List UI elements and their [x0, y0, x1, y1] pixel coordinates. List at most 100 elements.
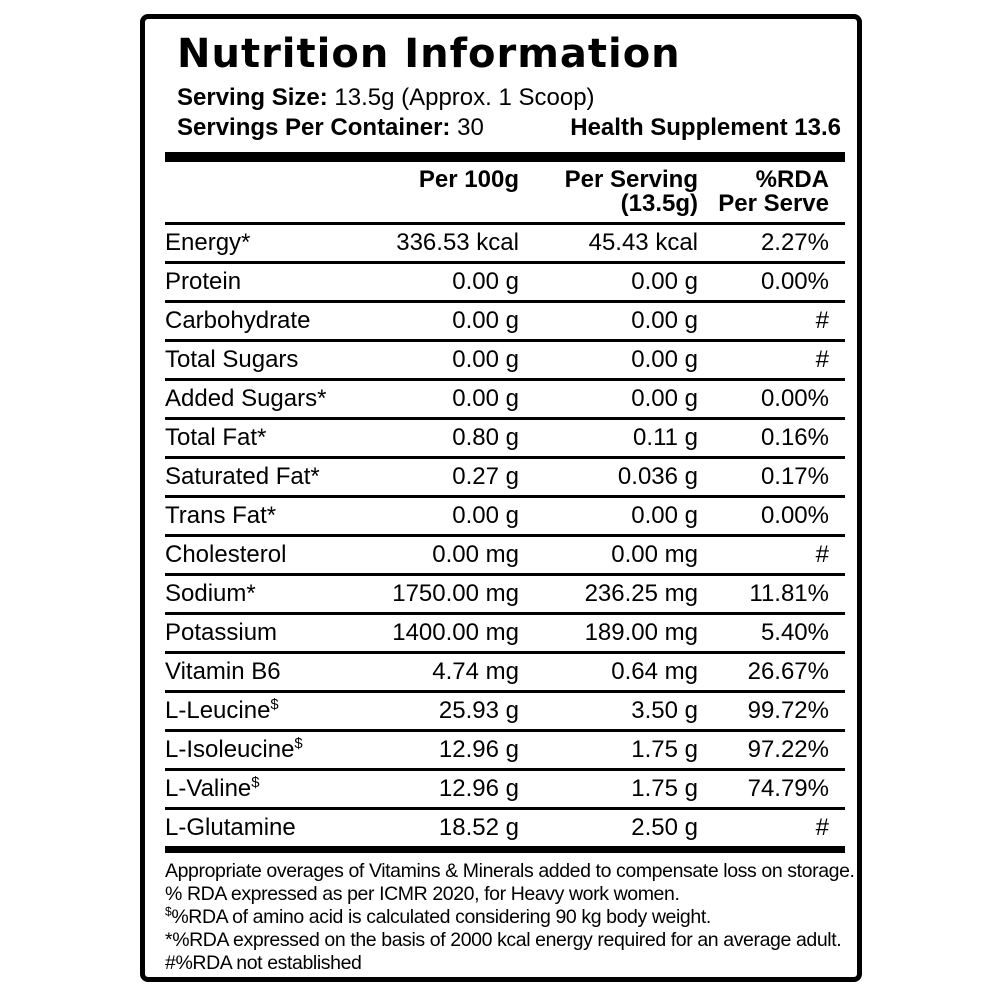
nutrient-name: L-Leucine$: [165, 697, 279, 724]
nutrient-name: Added Sugars*: [165, 385, 327, 412]
rda-per-serve-value: #: [815, 346, 829, 373]
per-serving-value: 0.00 g: [631, 502, 698, 529]
serving-size-line: Serving Size: 13.5g (Approx. 1 Scoop): [177, 83, 845, 113]
nutrient-name: Trans Fat*: [165, 502, 277, 529]
serving-size-label: Serving Size:: [177, 84, 328, 111]
rda-per-serve-value: #: [815, 814, 829, 841]
per-100g-value: 0.27 g: [452, 463, 519, 490]
nutrient-name: Saturated Fat*: [165, 463, 320, 490]
nutrient-name: Sodium*: [165, 580, 256, 607]
per-100g-value: 0.80 g: [452, 424, 519, 451]
footnotes: Appropriate overages of Vitamins & Miner…: [165, 860, 855, 975]
header-per-100g: Per 100g: [418, 166, 519, 193]
rda-per-serve-value: 0.00%: [760, 502, 829, 529]
table-row: Total Sugars 0.00 g 0.00 g #: [165, 342, 845, 381]
per-100g-value: 336.53 kcal: [396, 229, 519, 256]
header-per-serving: Per Serving (13.5g): [564, 166, 698, 217]
rda-per-serve-value: #: [815, 541, 829, 568]
per-100g-value: 0.00 g: [452, 268, 519, 295]
per-serving-value: 45.43 kcal: [588, 229, 698, 256]
rda-per-serve-value: #: [815, 307, 829, 334]
table-body: Energy* 336.53 kcal 45.43 kcal 2.27% Pro…: [165, 225, 845, 853]
per-serving-value: 189.00 mg: [584, 619, 698, 646]
nutrient-name: Total Sugars: [165, 346, 299, 373]
per-serving-value: 1.75 g: [631, 775, 698, 802]
per-100g-value: 18.52 g: [438, 814, 519, 841]
per-100g-value: 25.93 g: [438, 697, 519, 724]
rda-per-serve-value: 99.72%: [747, 697, 829, 724]
per-100g-value: 4.74 mg: [432, 658, 519, 685]
nutrient-name: Potassium: [165, 619, 278, 646]
footnote: #%RDA not established: [165, 952, 362, 974]
table-row: L-Glutamine 18.52 g 2.50 g #: [165, 810, 845, 853]
header-nutrient-col: [165, 168, 355, 216]
health-supplement-note: Health Supplement 13.6: [570, 114, 841, 141]
nutrient-name: L-Isoleucine$: [165, 736, 303, 763]
nutrient-name: Total Fat*: [165, 424, 267, 451]
table-row: Total Fat* 0.80 g 0.11 g 0.16%: [165, 420, 845, 459]
table-header-row: Per 100g Per Serving (13.5g) %RDA Per Se…: [165, 162, 845, 225]
per-serving-value: 0.00 g: [631, 346, 698, 373]
nutrient-name: Protein: [165, 268, 242, 295]
per-serving-value: 0.64 mg: [611, 658, 698, 685]
rda-per-serve-value: 74.79%: [747, 775, 829, 802]
table-row: L-Valine$ 12.96 g 1.75 g 74.79%: [165, 771, 845, 810]
per-100g-value: 1750.00 mg: [392, 580, 519, 607]
servings-per-container-value: 30: [450, 114, 484, 141]
per-100g-value: 1400.00 mg: [392, 619, 519, 646]
table-row: Vitamin B6 4.74 mg 0.64 mg 26.67%: [165, 654, 845, 693]
table-row: Protein 0.00 g 0.00 g 0.00%: [165, 264, 845, 303]
serving-size-value: 13.5g (Approx. 1 Scoop): [327, 84, 595, 111]
nutrient-name: L-Glutamine: [165, 814, 296, 841]
nutrient-name: L-Valine$: [165, 775, 260, 802]
nutrient-name: Vitamin B6: [165, 658, 281, 685]
table-row: Trans Fat* 0.00 g 0.00 g 0.00%: [165, 498, 845, 537]
per-serving-value: 236.25 mg: [584, 580, 698, 607]
servings-per-container-line: Servings Per Container: 30: [177, 113, 484, 143]
per-serving-value: 2.50 g: [631, 814, 698, 841]
nutrition-label: Nutrition Information Serving Size: 13.5…: [140, 14, 862, 982]
rda-per-serve-value: 11.81%: [749, 580, 829, 607]
footnote: *%RDA expressed on the basis of 2000 kca…: [165, 929, 842, 951]
per-serving-value: 0.036 g: [617, 463, 698, 490]
per-serving-value: 0.00 g: [631, 307, 698, 334]
per-100g-value: 0.00 mg: [432, 541, 519, 568]
rda-per-serve-value: 2.27%: [760, 229, 829, 256]
rda-per-serve-value: 0.00%: [760, 268, 829, 295]
table-row: Sodium* 1750.00 mg 236.25 mg 11.81%: [165, 576, 845, 615]
nutrient-name: Energy*: [165, 229, 251, 256]
table-row: L-Isoleucine$ 12.96 g 1.75 g 97.22%: [165, 732, 845, 771]
per-serving-value: 0.00 mg: [611, 541, 698, 568]
per-100g-value: 0.00 g: [452, 307, 519, 334]
table-row: Potassium 1400.00 mg 189.00 mg 5.40%: [165, 615, 845, 654]
per-100g-value: 0.00 g: [452, 385, 519, 412]
header-rda-per-serve: %RDA Per Serve: [718, 166, 829, 217]
table-row: L-Leucine$ 25.93 g 3.50 g 99.72%: [165, 693, 845, 732]
table-row: Energy* 336.53 kcal 45.43 kcal 2.27%: [165, 225, 845, 264]
footnote: Appropriate overages of Vitamins & Miner…: [165, 860, 855, 882]
rda-per-serve-value: 26.67%: [747, 658, 829, 685]
rda-per-serve-value: 97.22%: [747, 736, 829, 763]
rda-per-serve-value: 0.00%: [760, 385, 829, 412]
divider-thick-bar: [165, 152, 845, 162]
per-serving-value: 1.75 g: [631, 736, 698, 763]
table-row: Saturated Fat* 0.27 g 0.036 g 0.17%: [165, 459, 845, 498]
per-serving-value: 0.00 g: [631, 268, 698, 295]
nutrient-name: Carbohydrate: [165, 307, 311, 334]
servings-per-container-label: Servings Per Container:: [177, 114, 451, 141]
nutrient-name: Cholesterol: [165, 541, 287, 568]
per-100g-value: 0.00 g: [452, 346, 519, 373]
table-row: Carbohydrate 0.00 g 0.00 g #: [165, 303, 845, 342]
table-row: Added Sugars* 0.00 g 0.00 g 0.00%: [165, 381, 845, 420]
per-100g-value: 12.96 g: [438, 775, 519, 802]
table-row: Cholesterol 0.00 mg 0.00 mg #: [165, 537, 845, 576]
footnote: % RDA expressed as per ICMR 2020, for He…: [165, 883, 680, 905]
rda-per-serve-value: 5.40%: [760, 619, 829, 646]
per-serving-value: 0.11 g: [633, 424, 698, 451]
rda-per-serve-value: 0.16%: [760, 424, 829, 451]
footnote: $%RDA of amino acid is calculated consid…: [165, 904, 711, 928]
page-title: Nutrition Information: [177, 31, 681, 77]
per-100g-value: 0.00 g: [452, 502, 519, 529]
per-serving-value: 3.50 g: [631, 697, 698, 724]
per-serving-value: 0.00 g: [631, 385, 698, 412]
